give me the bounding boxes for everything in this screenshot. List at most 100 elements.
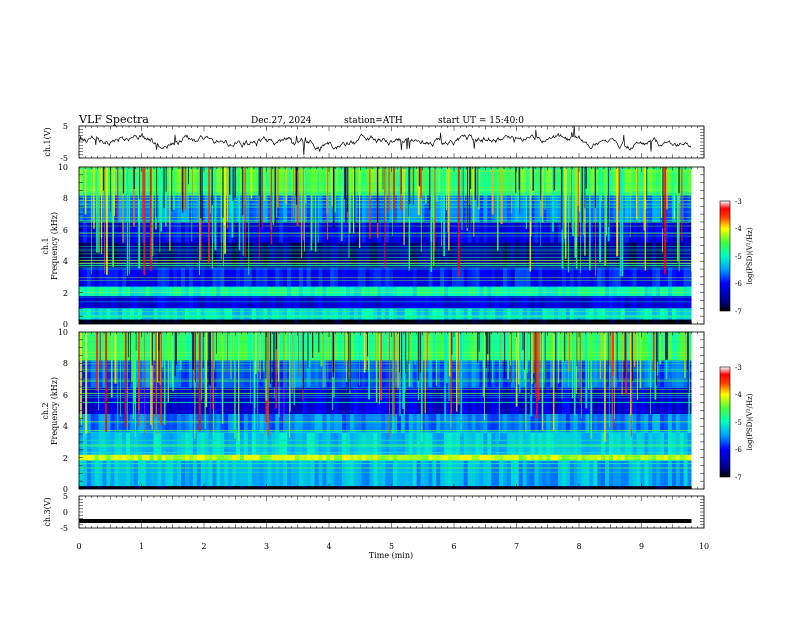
- spectrogram-cell: [149, 485, 154, 489]
- spectrogram-cell: [620, 319, 626, 324]
- spectrogram-cell: [204, 460, 209, 487]
- spectrogram-cell: [632, 319, 637, 324]
- spectrogram-cell: [361, 308, 367, 320]
- spectrogram-cell: [491, 460, 496, 487]
- spectrogram-cell: [444, 319, 449, 324]
- sferic-streak: [131, 332, 133, 382]
- sferic-streak: [507, 332, 510, 380]
- spectrogram-cell: [393, 267, 398, 287]
- spectrogram-cell: [118, 460, 123, 487]
- spectrogram-cell: [463, 195, 469, 223]
- spectrogram-cell: [432, 485, 437, 489]
- spectrogram-cell: [228, 195, 233, 223]
- spectrogram-cell: [236, 308, 241, 320]
- quiet-streak: [405, 332, 407, 374]
- spectrogram-cell: [428, 360, 433, 388]
- sferic-streak: [496, 167, 499, 251]
- spectrogram-cell: [393, 167, 398, 196]
- spectrogram-cell: [609, 460, 614, 487]
- spectrogram-cell: [165, 360, 170, 388]
- spectrogram-cell: [181, 242, 186, 268]
- spectrogram-cell: [188, 286, 194, 297]
- spectrogram-cell: [404, 386, 410, 414]
- spectrogram-cell: [463, 360, 469, 388]
- spectrogram-cell: [471, 413, 476, 433]
- spectrogram-cell: [526, 319, 531, 324]
- spectrogram-cell: [640, 386, 645, 414]
- spectrogram-cell: [294, 432, 300, 455]
- spectrogram-cell: [664, 319, 669, 324]
- spectrogram-cell: [208, 267, 213, 287]
- sferic-streak: [482, 332, 484, 397]
- spectrogram-cell: [239, 432, 245, 455]
- sferic-streak: [117, 332, 119, 430]
- spectrogram-cell: [130, 485, 135, 489]
- spectrogram-cell: [455, 432, 461, 455]
- spectrogram-cell: [369, 332, 374, 361]
- spectrogram-cell: [342, 195, 347, 223]
- quiet-streak: [269, 332, 272, 384]
- spectrogram-cell: [612, 413, 618, 433]
- spectrogram-cell: [385, 167, 390, 196]
- spectrogram-cell: [495, 308, 500, 320]
- sferic-streak: [444, 332, 446, 423]
- spectrogram-cell: [565, 413, 571, 433]
- sferic-streak: [101, 167, 103, 255]
- spectrogram-cell: [687, 195, 692, 223]
- spectrogram-cell: [538, 360, 543, 388]
- spectrogram-cell: [652, 485, 657, 489]
- spectrogram-cell: [495, 242, 500, 268]
- spectrogram-cell: [298, 360, 304, 388]
- ch2-spectrogram-ylabel-frequency: Frequency (kHz): [50, 377, 59, 445]
- sferic-streak: [403, 332, 405, 415]
- spectrogram-cell: [216, 319, 221, 324]
- spectrogram-cell: [455, 286, 461, 297]
- spectrogram-cell: [353, 308, 359, 320]
- spectrogram-cell: [424, 195, 429, 223]
- spectrogram-cell: [440, 360, 445, 388]
- spectrogram-cell: [271, 386, 276, 414]
- spectrogram-cell: [538, 413, 543, 433]
- spectrogram-cell: [114, 308, 119, 320]
- spectrogram-cell: [518, 360, 524, 388]
- spectrogram-cell: [94, 386, 100, 414]
- narrowband-line: [79, 471, 692, 473]
- spectrogram-cell: [664, 460, 669, 487]
- spectrogram-cell: [79, 432, 84, 455]
- spectrogram-cell: [558, 267, 563, 287]
- spectrogram-cell: [503, 195, 508, 223]
- spectrogram-cell: [491, 319, 496, 324]
- sferic-streak: [619, 167, 622, 277]
- spectrogram-cell: [145, 308, 151, 320]
- spectrogram-cell: [302, 485, 308, 489]
- spectrogram-cell: [400, 413, 406, 433]
- spectrogram-cell: [452, 386, 457, 414]
- spectrogram-cell: [510, 167, 516, 196]
- narrowband-line: [79, 446, 692, 448]
- sferic-streak: [681, 167, 683, 242]
- spectrogram-cell: [196, 286, 202, 297]
- spectrogram-cell: [616, 413, 622, 433]
- spectrogram-cell: [667, 460, 673, 487]
- spectrogram-cell: [232, 286, 237, 297]
- spectrogram-cell: [291, 286, 296, 297]
- spectrogram-cell: [141, 308, 147, 320]
- spectrogram-cell: [173, 308, 178, 320]
- spectrogram-cell: [349, 413, 355, 433]
- spectrogram-cell: [404, 195, 410, 223]
- spectrogram-cell: [173, 386, 178, 414]
- spectrogram-cell: [173, 286, 178, 297]
- sferic-streak: [625, 332, 627, 395]
- spectrogram-cell: [224, 267, 229, 287]
- spectrogram-cell: [169, 386, 174, 414]
- spectrogram-cell: [279, 485, 284, 489]
- narrowband-line: [79, 268, 692, 270]
- spectrogram-cell: [420, 360, 425, 388]
- spectrogram-cell: [416, 460, 421, 487]
- spectrogram-cell: [94, 286, 100, 297]
- spectrogram-cell: [122, 286, 127, 297]
- spectrogram-cell: [236, 485, 241, 489]
- spectrogram-cell: [412, 242, 418, 268]
- spectrogram-cell: [652, 242, 657, 268]
- spectrogram-cell: [601, 460, 606, 487]
